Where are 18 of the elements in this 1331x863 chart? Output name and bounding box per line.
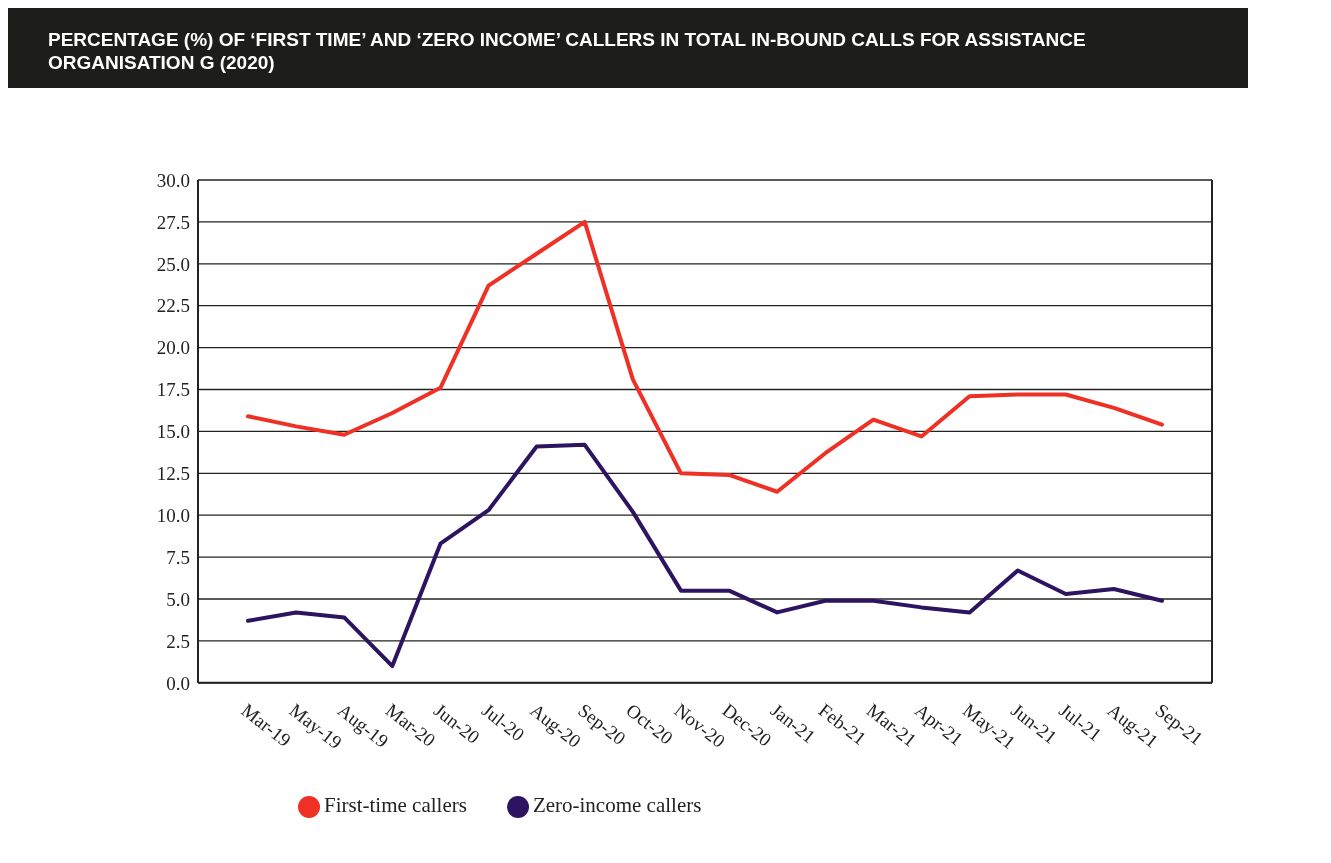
y-tick-label: 22.5 xyxy=(156,295,190,317)
line-series xyxy=(246,442,1164,669)
y-tick-label: 15.0 xyxy=(156,421,190,443)
y-tick-label: 25.0 xyxy=(156,253,190,275)
y-tick-label: 27.5 xyxy=(156,211,190,233)
y-tick-label: 10.0 xyxy=(156,504,190,526)
y-tick-label: 17.5 xyxy=(156,379,190,401)
y-tick-label: 5.0 xyxy=(166,588,190,610)
y-tick-label: 0.0 xyxy=(166,672,190,694)
y-tick-label: 2.5 xyxy=(166,630,190,652)
legend-label: First-time callers xyxy=(324,792,467,817)
legend-label: Zero-income callers xyxy=(532,792,702,817)
line-series xyxy=(246,219,1164,494)
y-tick-label: 7.5 xyxy=(166,546,190,568)
y-tick-label: 12.5 xyxy=(156,463,190,485)
y-tick-label: 20.0 xyxy=(156,337,190,359)
chart-title: PERCENTAGE (%) OF ‘FIRST TIME’ AND ‘ZERO INCOME’ CALLERS IN TOTAL IN-BOUND CALLS FOR ASSISTANCE ORGANISATION G (2020) xyxy=(8,8,1248,88)
y-tick-label: 30.0 xyxy=(156,169,190,191)
